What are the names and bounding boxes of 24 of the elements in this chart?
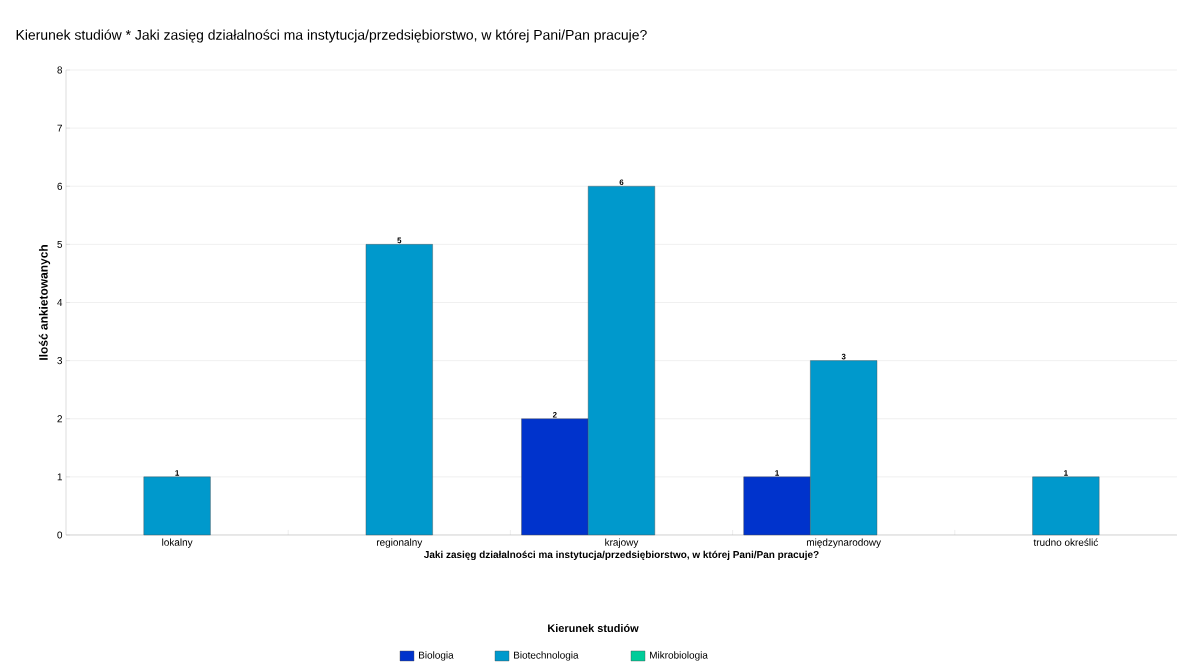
y-tick-label: 3 [57, 357, 63, 365]
y-tick-label: 6 [57, 182, 63, 190]
x-tick-label: regionalny [376, 538, 423, 548]
chart-title: Kierunek studiów * Jaki zasięg działalności ma instytucja/przedsiębiorstwo, w której Pani/Pan pracuje? [16, 29, 647, 43]
x-tick-label: trudno określić [1033, 538, 1098, 546]
y-tick-label: 4 [57, 299, 63, 306]
bar [143, 476, 211, 536]
legend-label: Biotechnologia [514, 651, 579, 661]
legend-label: Mikrobiologia [650, 651, 708, 661]
legend-label: Biologia [419, 651, 454, 661]
bar [1032, 476, 1100, 536]
y-tick-label: 2 [57, 415, 62, 423]
y-axis-title: Ilość ankietowanych [38, 245, 51, 360]
y-tick-label: 1 [57, 473, 63, 481]
x-tick-label: międzynarodowy [806, 538, 882, 548]
x-axis-title: Jaki zasięg działalności ma instytucja/przedsiębiorstwo, w której Pani/Pan pracuje? [423, 550, 819, 561]
legend-title: Kierunek studiów [548, 623, 639, 633]
y-tick-label: 7 [57, 124, 62, 132]
x-tick-label: krajowy [605, 538, 639, 548]
y-tick-label: 8 [57, 66, 63, 74]
x-tick-label: lokalny [162, 538, 193, 548]
bar [365, 244, 433, 536]
y-tick-label: 0 [57, 531, 63, 539]
y-tick-label: 5 [57, 240, 63, 248]
